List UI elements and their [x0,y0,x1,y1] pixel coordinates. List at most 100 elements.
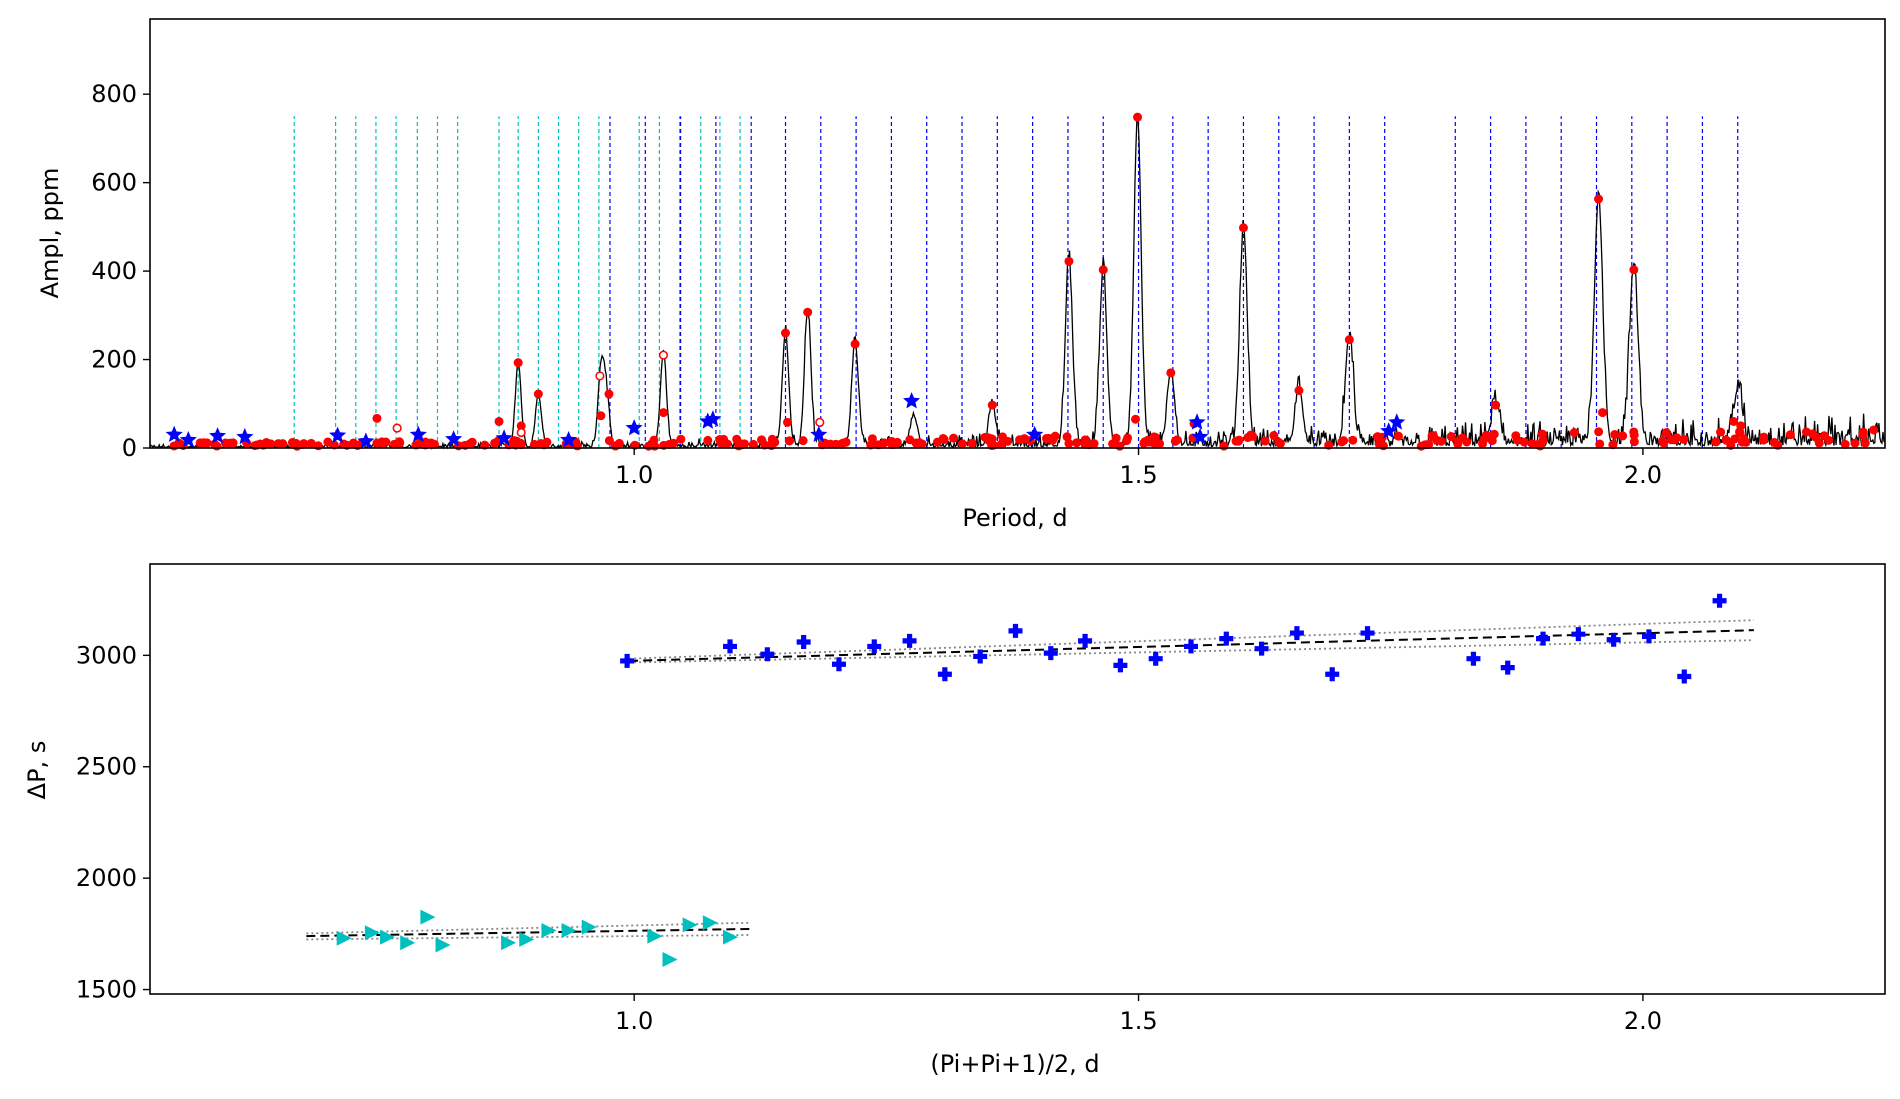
noise-peak-point [1111,433,1121,443]
noise-peak-point [1538,429,1548,439]
red-peak-point [850,339,860,349]
red-peak-point [1491,400,1501,410]
noise-peak-point [1819,431,1829,441]
blue-cross-point [1113,658,1128,673]
noise-peak-point [1759,432,1769,442]
blue-cross-point [1677,669,1692,684]
noise-peak-point [1050,431,1060,441]
noise-peak-point [770,437,780,447]
noise-peak-point [1246,430,1256,440]
noise-peak-point [1080,439,1090,449]
spectrum-line [149,115,1886,451]
top-axes: 1.0 1.5 2.0 0 200 400 600 800 [91,80,1662,489]
blue-star-point [704,410,722,427]
red-peak-point [1736,421,1746,431]
noise-peak-point [1661,428,1671,438]
blue-cross-point [620,653,635,668]
noise-peak-point [1618,431,1628,441]
noise-peak-point [1481,430,1491,440]
noise-peak-point [1679,434,1689,444]
open-peak-point [595,371,605,381]
top-y-tick-label: 800 [91,80,137,108]
noise-peak-point [1489,429,1499,439]
noise-peak-point [1741,437,1751,447]
noise-peak-point [890,439,900,449]
noise-peak-point [650,441,660,451]
blue-cross-point [867,639,882,654]
red-peak-point [533,389,543,399]
top-x-tick-label: 2.0 [1624,461,1662,489]
blue-cross-point [1641,629,1656,644]
noise-peak-point [1436,436,1446,446]
red-peak-point [1294,386,1304,396]
red-peak-point [604,389,614,399]
noise-peak-point [967,438,977,448]
noise-peak-point [1140,437,1150,447]
blue-cross-point [1466,651,1481,666]
noise-peak-point [957,439,967,449]
cyan-triangle-point [364,925,380,941]
noise-peak-point [1041,434,1051,444]
noise-peak-point [1858,427,1868,437]
cyan-triangle-point [420,909,436,925]
top-y-tick-label: 200 [91,346,137,374]
red-peak-point [372,413,382,423]
noise-peak-point [1219,441,1229,451]
noise-peak-point [1730,434,1740,444]
cyan-triangle-point [336,930,352,946]
noise-peak-point [748,439,758,449]
noise-peak-point [1015,435,1025,445]
noise-peak-point [1811,432,1821,442]
period-spacing-markers [336,593,1727,967]
blue-cross-point [1536,631,1551,646]
blue-cross-point [1571,627,1586,642]
blue-cross-point [902,633,917,648]
top-y-tick-label: 600 [91,169,137,197]
red-peak-point [1166,368,1176,378]
noise-peak-point [1373,432,1383,442]
top-x-tick-label: 1.0 [615,461,653,489]
blue-star-point [209,427,227,444]
top-x-axis-label: Period, d [962,504,1067,532]
noise-peak-point [1155,439,1165,449]
cyan-triangle-point [380,929,396,945]
noise-peak-point [292,441,302,451]
noise-peak-point [1595,439,1605,449]
noise-peak-point [465,439,475,449]
noise-peak-point [273,439,283,449]
noise-peak-point [1269,431,1279,441]
noise-peak-point [874,440,884,450]
cyan-triangle-point [647,928,663,944]
noise-peak-point [176,439,186,449]
noise-peak-point [323,437,333,447]
noise-peak-point [703,435,713,445]
noise-peak-point [939,435,949,445]
noise-peak-point [798,436,808,446]
red-peak-point [1598,408,1608,418]
noise-peak-point [980,432,990,442]
blue-cross-point [1325,667,1340,682]
red-peak-point [780,328,790,338]
noise-peak-point [1478,439,1488,449]
noise-peak-point [539,440,549,450]
open-peak-point [392,423,402,433]
blue-cross-point [831,657,846,672]
period-spacing-panel: 1.0 1.5 2.0 1500 2000 2500 3000 (Pi+Pi+1)/2, d… [23,563,1886,1078]
spectrum-markers [165,112,1879,451]
noise-peak-point [1519,437,1529,447]
red-peak-point [1238,223,1248,233]
noise-peak-point [1850,438,1860,448]
noise-peak-point [1711,437,1721,447]
noise-peak-point [715,434,725,444]
noise-peak-point [722,439,732,449]
bottom-x-tick-label: 1.5 [1119,1007,1157,1035]
noise-peak-point [1446,432,1456,442]
noise-peak-point [1172,435,1182,445]
noise-peak-point [509,436,519,446]
noise-peak-point [228,438,238,448]
noise-peak-point [1716,427,1726,437]
fit-upper-bound [306,921,751,935]
noise-peak-point [1594,427,1604,437]
noise-peak-point [1234,435,1244,445]
